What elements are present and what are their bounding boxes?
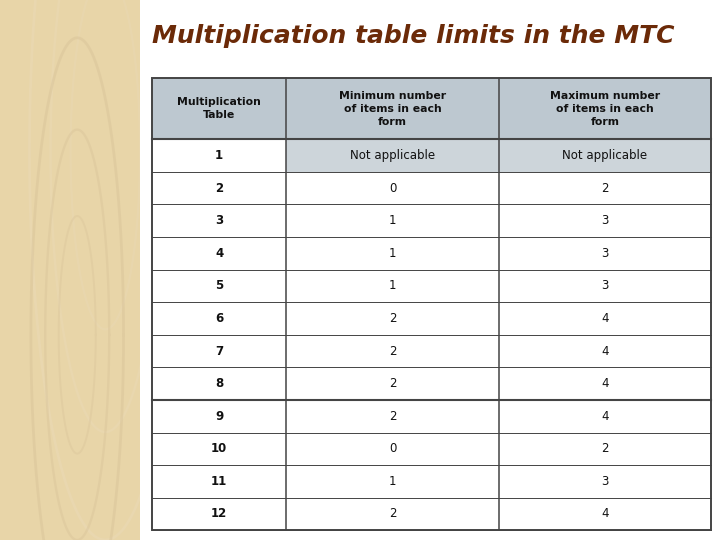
Text: 4: 4 <box>601 312 609 325</box>
Bar <box>152 78 711 530</box>
Text: 2: 2 <box>389 312 396 325</box>
Text: 2: 2 <box>601 181 609 195</box>
Bar <box>152 237 287 269</box>
Bar <box>287 367 499 400</box>
Bar <box>287 205 499 237</box>
Text: 0: 0 <box>389 181 396 195</box>
Text: Not applicable: Not applicable <box>350 149 435 162</box>
Bar <box>287 400 499 433</box>
Bar <box>499 139 711 172</box>
Bar <box>499 205 711 237</box>
Text: 9: 9 <box>215 410 223 423</box>
Bar <box>499 269 711 302</box>
Bar <box>152 78 287 139</box>
Bar <box>152 367 287 400</box>
Bar <box>499 433 711 465</box>
Bar <box>499 172 711 205</box>
Text: 4: 4 <box>601 410 609 423</box>
Bar <box>287 139 499 172</box>
Bar <box>152 400 287 433</box>
Text: 10: 10 <box>211 442 228 455</box>
Text: 1: 1 <box>389 214 396 227</box>
Text: 3: 3 <box>601 279 608 293</box>
Bar <box>152 269 287 302</box>
Bar <box>287 302 499 335</box>
Text: 2: 2 <box>389 508 396 521</box>
Bar <box>287 498 499 530</box>
Text: Multiplication table limits in the MTC: Multiplication table limits in the MTC <box>152 24 674 48</box>
Bar <box>499 465 711 498</box>
Text: 6: 6 <box>215 312 223 325</box>
Text: 2: 2 <box>389 345 396 357</box>
Text: 5: 5 <box>215 279 223 293</box>
Bar <box>499 237 711 269</box>
Bar <box>499 78 711 139</box>
Text: 0: 0 <box>389 442 396 455</box>
Bar <box>287 269 499 302</box>
Text: Maximum number
of items in each
form: Maximum number of items in each form <box>550 91 660 126</box>
Bar <box>152 465 287 498</box>
Text: 1: 1 <box>389 247 396 260</box>
Bar <box>499 335 711 367</box>
Bar <box>499 302 711 335</box>
Text: 3: 3 <box>601 475 608 488</box>
Bar <box>152 205 287 237</box>
Bar <box>287 78 499 139</box>
Bar <box>152 302 287 335</box>
Text: 2: 2 <box>601 442 609 455</box>
Text: 11: 11 <box>211 475 228 488</box>
Text: 1: 1 <box>215 149 223 162</box>
Text: 3: 3 <box>601 214 608 227</box>
Text: 3: 3 <box>601 247 608 260</box>
Bar <box>152 139 287 172</box>
Bar <box>499 498 711 530</box>
Text: Not applicable: Not applicable <box>562 149 647 162</box>
Text: 8: 8 <box>215 377 223 390</box>
Text: 4: 4 <box>601 508 609 521</box>
Text: 1: 1 <box>389 279 396 293</box>
Bar <box>499 400 711 433</box>
Bar <box>499 367 711 400</box>
Bar <box>287 172 499 205</box>
Text: 3: 3 <box>215 214 223 227</box>
Text: 7: 7 <box>215 345 223 357</box>
Text: 1: 1 <box>389 475 396 488</box>
Text: 4: 4 <box>215 247 223 260</box>
Bar <box>287 433 499 465</box>
Text: Minimum number
of items in each
form: Minimum number of items in each form <box>339 91 446 126</box>
Bar <box>152 335 287 367</box>
Text: 4: 4 <box>601 377 609 390</box>
Bar <box>152 172 287 205</box>
Bar <box>152 433 287 465</box>
Text: Multiplication
Table: Multiplication Table <box>177 97 261 120</box>
Bar <box>287 465 499 498</box>
Text: 2: 2 <box>215 181 223 195</box>
Text: 12: 12 <box>211 508 228 521</box>
Text: 2: 2 <box>389 377 396 390</box>
Bar <box>287 237 499 269</box>
Bar <box>287 335 499 367</box>
Text: 2: 2 <box>389 410 396 423</box>
Text: 4: 4 <box>601 345 609 357</box>
Bar <box>152 498 287 530</box>
